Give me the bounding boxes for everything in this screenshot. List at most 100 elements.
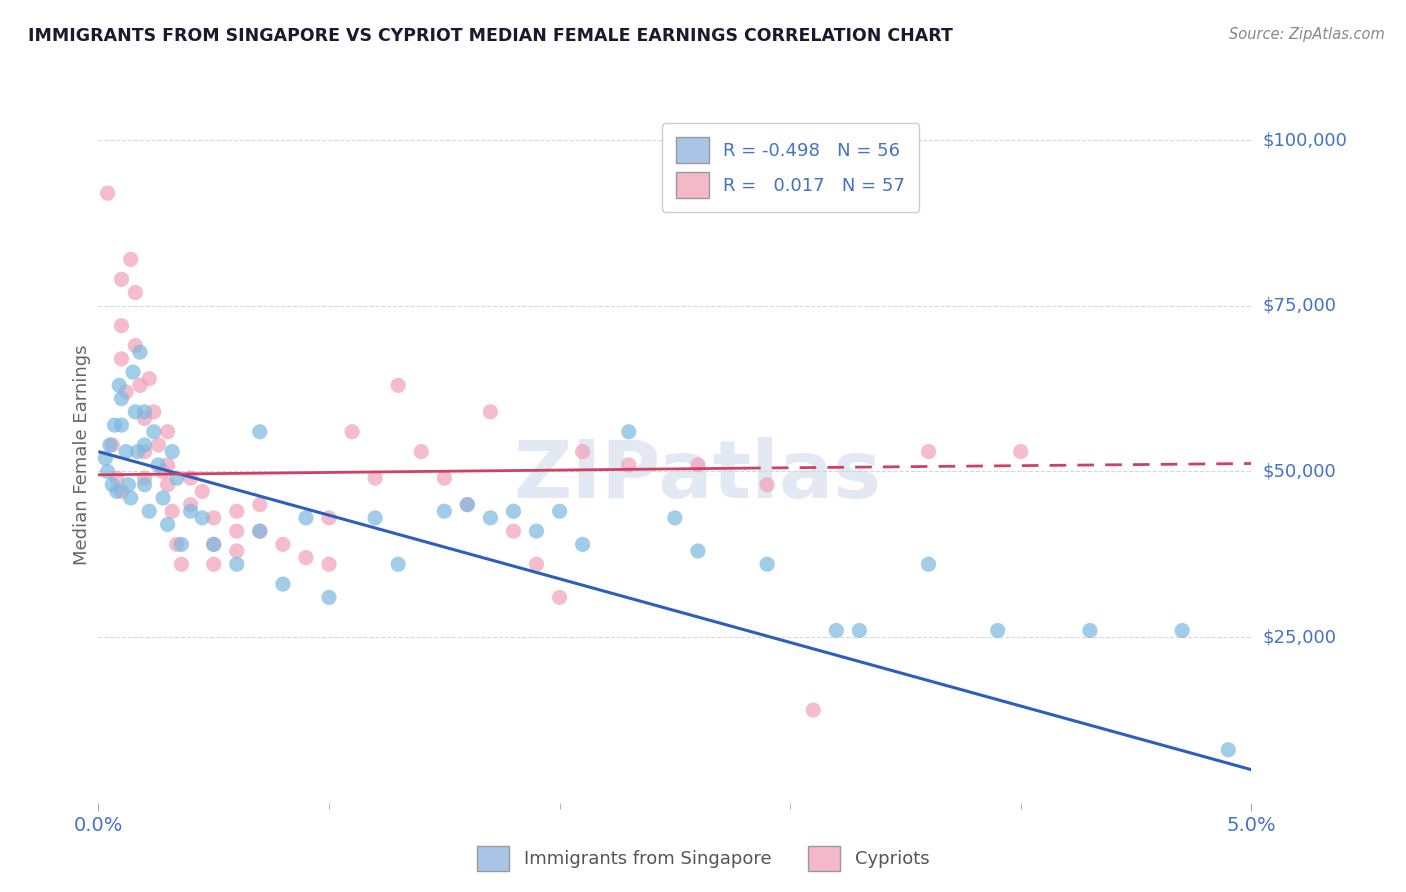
Point xyxy=(148,438,170,452)
Point xyxy=(617,425,640,439)
Point xyxy=(433,504,456,518)
Point xyxy=(110,484,132,499)
Point xyxy=(249,425,271,439)
Point xyxy=(180,471,202,485)
Point xyxy=(202,537,225,551)
Point xyxy=(110,318,132,333)
Point xyxy=(191,484,214,499)
Point xyxy=(456,498,478,512)
Point xyxy=(249,524,271,538)
Legend: R = -0.498   N = 56, R =   0.017   N = 57: R = -0.498 N = 56, R = 0.017 N = 57 xyxy=(662,123,920,212)
Point xyxy=(117,477,139,491)
Point xyxy=(122,365,145,379)
Point xyxy=(156,425,179,439)
Point xyxy=(166,537,188,551)
Point xyxy=(170,558,193,572)
Point xyxy=(271,537,294,551)
Point xyxy=(548,591,571,605)
Point xyxy=(271,577,294,591)
Point xyxy=(825,624,848,638)
Point xyxy=(170,537,193,551)
Point xyxy=(364,511,387,525)
Point xyxy=(101,477,124,491)
Point xyxy=(98,438,121,452)
Text: $25,000: $25,000 xyxy=(1263,628,1337,646)
Point xyxy=(686,458,709,472)
Legend: Immigrants from Singapore, Cypriots: Immigrants from Singapore, Cypriots xyxy=(470,838,936,879)
Point xyxy=(110,351,132,366)
Y-axis label: Median Female Earnings: Median Female Earnings xyxy=(73,344,91,566)
Point xyxy=(156,477,179,491)
Point xyxy=(134,477,156,491)
Point xyxy=(138,372,160,386)
Point xyxy=(1078,624,1101,638)
Point xyxy=(1218,743,1240,757)
Point xyxy=(134,405,156,419)
Point xyxy=(134,444,156,458)
Point xyxy=(134,471,156,485)
Point xyxy=(225,524,247,538)
Point xyxy=(97,186,120,201)
Point xyxy=(129,345,152,359)
Point xyxy=(617,458,640,472)
Point xyxy=(571,537,593,551)
Point xyxy=(571,444,593,458)
Point xyxy=(156,458,179,472)
Point xyxy=(526,558,548,572)
Point xyxy=(152,491,174,505)
Point xyxy=(548,504,571,518)
Point xyxy=(225,544,247,558)
Point xyxy=(105,484,128,499)
Point xyxy=(142,405,165,419)
Point xyxy=(127,444,149,458)
Point xyxy=(686,544,709,558)
Point xyxy=(142,425,165,439)
Point xyxy=(225,558,247,572)
Text: ZIPatlas: ZIPatlas xyxy=(513,437,882,515)
Point xyxy=(295,550,318,565)
Point xyxy=(756,477,779,491)
Point xyxy=(318,558,340,572)
Point xyxy=(180,498,202,512)
Point xyxy=(318,511,340,525)
Point xyxy=(120,252,142,267)
Point xyxy=(138,504,160,518)
Point xyxy=(108,378,131,392)
Point xyxy=(249,498,271,512)
Text: $75,000: $75,000 xyxy=(1263,297,1337,315)
Point xyxy=(249,524,271,538)
Point xyxy=(156,517,179,532)
Point xyxy=(180,504,202,518)
Point xyxy=(134,438,156,452)
Point xyxy=(318,591,340,605)
Point xyxy=(166,471,188,485)
Point xyxy=(160,504,183,518)
Point xyxy=(364,471,387,485)
Point xyxy=(987,624,1010,638)
Point xyxy=(756,558,779,572)
Point xyxy=(101,438,124,452)
Point xyxy=(456,498,478,512)
Point xyxy=(1171,624,1194,638)
Point xyxy=(103,418,125,433)
Point xyxy=(129,378,152,392)
Point xyxy=(152,465,174,479)
Point xyxy=(526,524,548,538)
Point xyxy=(105,471,128,485)
Point xyxy=(191,511,214,525)
Point xyxy=(340,425,363,439)
Point xyxy=(202,511,225,525)
Point xyxy=(110,418,132,433)
Point xyxy=(387,378,409,392)
Point xyxy=(110,272,132,286)
Point xyxy=(387,558,409,572)
Point xyxy=(94,451,117,466)
Point xyxy=(124,338,146,352)
Point xyxy=(148,458,170,472)
Point xyxy=(479,511,502,525)
Point xyxy=(848,624,870,638)
Point xyxy=(202,558,225,572)
Point xyxy=(502,524,524,538)
Point xyxy=(115,444,138,458)
Point xyxy=(225,504,247,518)
